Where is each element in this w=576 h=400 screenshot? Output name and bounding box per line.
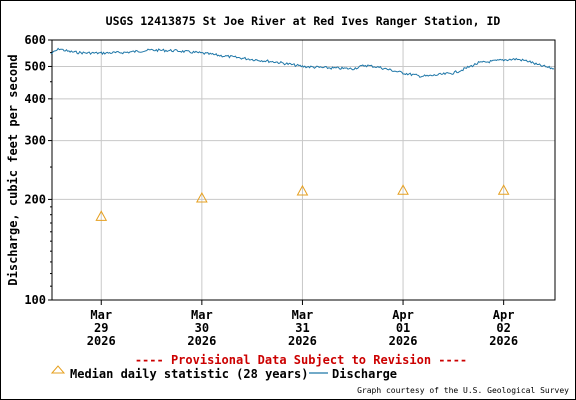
x-tick-label: Mar bbox=[292, 308, 314, 322]
y-axis-label: Discharge, cubic feet per second bbox=[6, 54, 20, 285]
x-tick-label: 2026 bbox=[389, 334, 418, 348]
x-tick-label: 02 bbox=[496, 321, 510, 335]
legend: Median daily statistic (28 years) Discha… bbox=[50, 365, 397, 381]
legend-median-label: Median daily statistic (28 years) bbox=[70, 367, 308, 381]
y-tick-label: 100 bbox=[24, 293, 46, 307]
x-axis-ticks: Mar292026Mar302026Mar312026Apr012026Apr0… bbox=[87, 300, 518, 348]
plot-area-border bbox=[51, 39, 556, 301]
x-tick-label: 29 bbox=[94, 321, 108, 335]
median-marker bbox=[497, 184, 510, 195]
provisional-notice: ---- Provisional Data Subject to Revisio… bbox=[135, 353, 467, 367]
x-tick-label: 2026 bbox=[187, 334, 216, 348]
x-tick-label: Apr bbox=[392, 308, 414, 322]
discharge-line bbox=[50, 47, 555, 78]
x-tick-label: Apr bbox=[493, 308, 515, 322]
y-tick-label: 200 bbox=[24, 192, 46, 206]
x-tick-label: 2026 bbox=[288, 334, 317, 348]
x-tick-label: 30 bbox=[195, 321, 209, 335]
credit-text: Graph courtesy of the U.S. Geological Su… bbox=[357, 386, 569, 395]
median-marker bbox=[196, 191, 208, 203]
x-tick-label: 31 bbox=[295, 321, 309, 335]
chart-title: USGS 12413875 St Joe River at Red Ives R… bbox=[106, 14, 501, 28]
median-marker bbox=[397, 184, 409, 195]
legend-median-marker bbox=[50, 365, 66, 374]
x-tick-label: 2026 bbox=[489, 334, 518, 348]
y-tick-label: 500 bbox=[24, 59, 46, 73]
median-marker bbox=[296, 184, 309, 196]
x-tick-label: 01 bbox=[396, 321, 410, 335]
median-marker bbox=[95, 210, 108, 221]
x-tick-label: Mar bbox=[90, 308, 112, 322]
grid-lines bbox=[52, 40, 555, 300]
y-tick-label: 600 bbox=[24, 33, 46, 47]
x-tick-label: Mar bbox=[191, 308, 213, 322]
x-tick-label: 2026 bbox=[87, 334, 116, 348]
legend-discharge-label: Discharge bbox=[332, 367, 397, 381]
y-tick-label: 300 bbox=[24, 134, 46, 148]
series-layer bbox=[50, 47, 555, 221]
y-axis-ticks: 100 200 300 400 500 600 bbox=[24, 33, 52, 307]
y-tick-label: 400 bbox=[24, 92, 46, 106]
